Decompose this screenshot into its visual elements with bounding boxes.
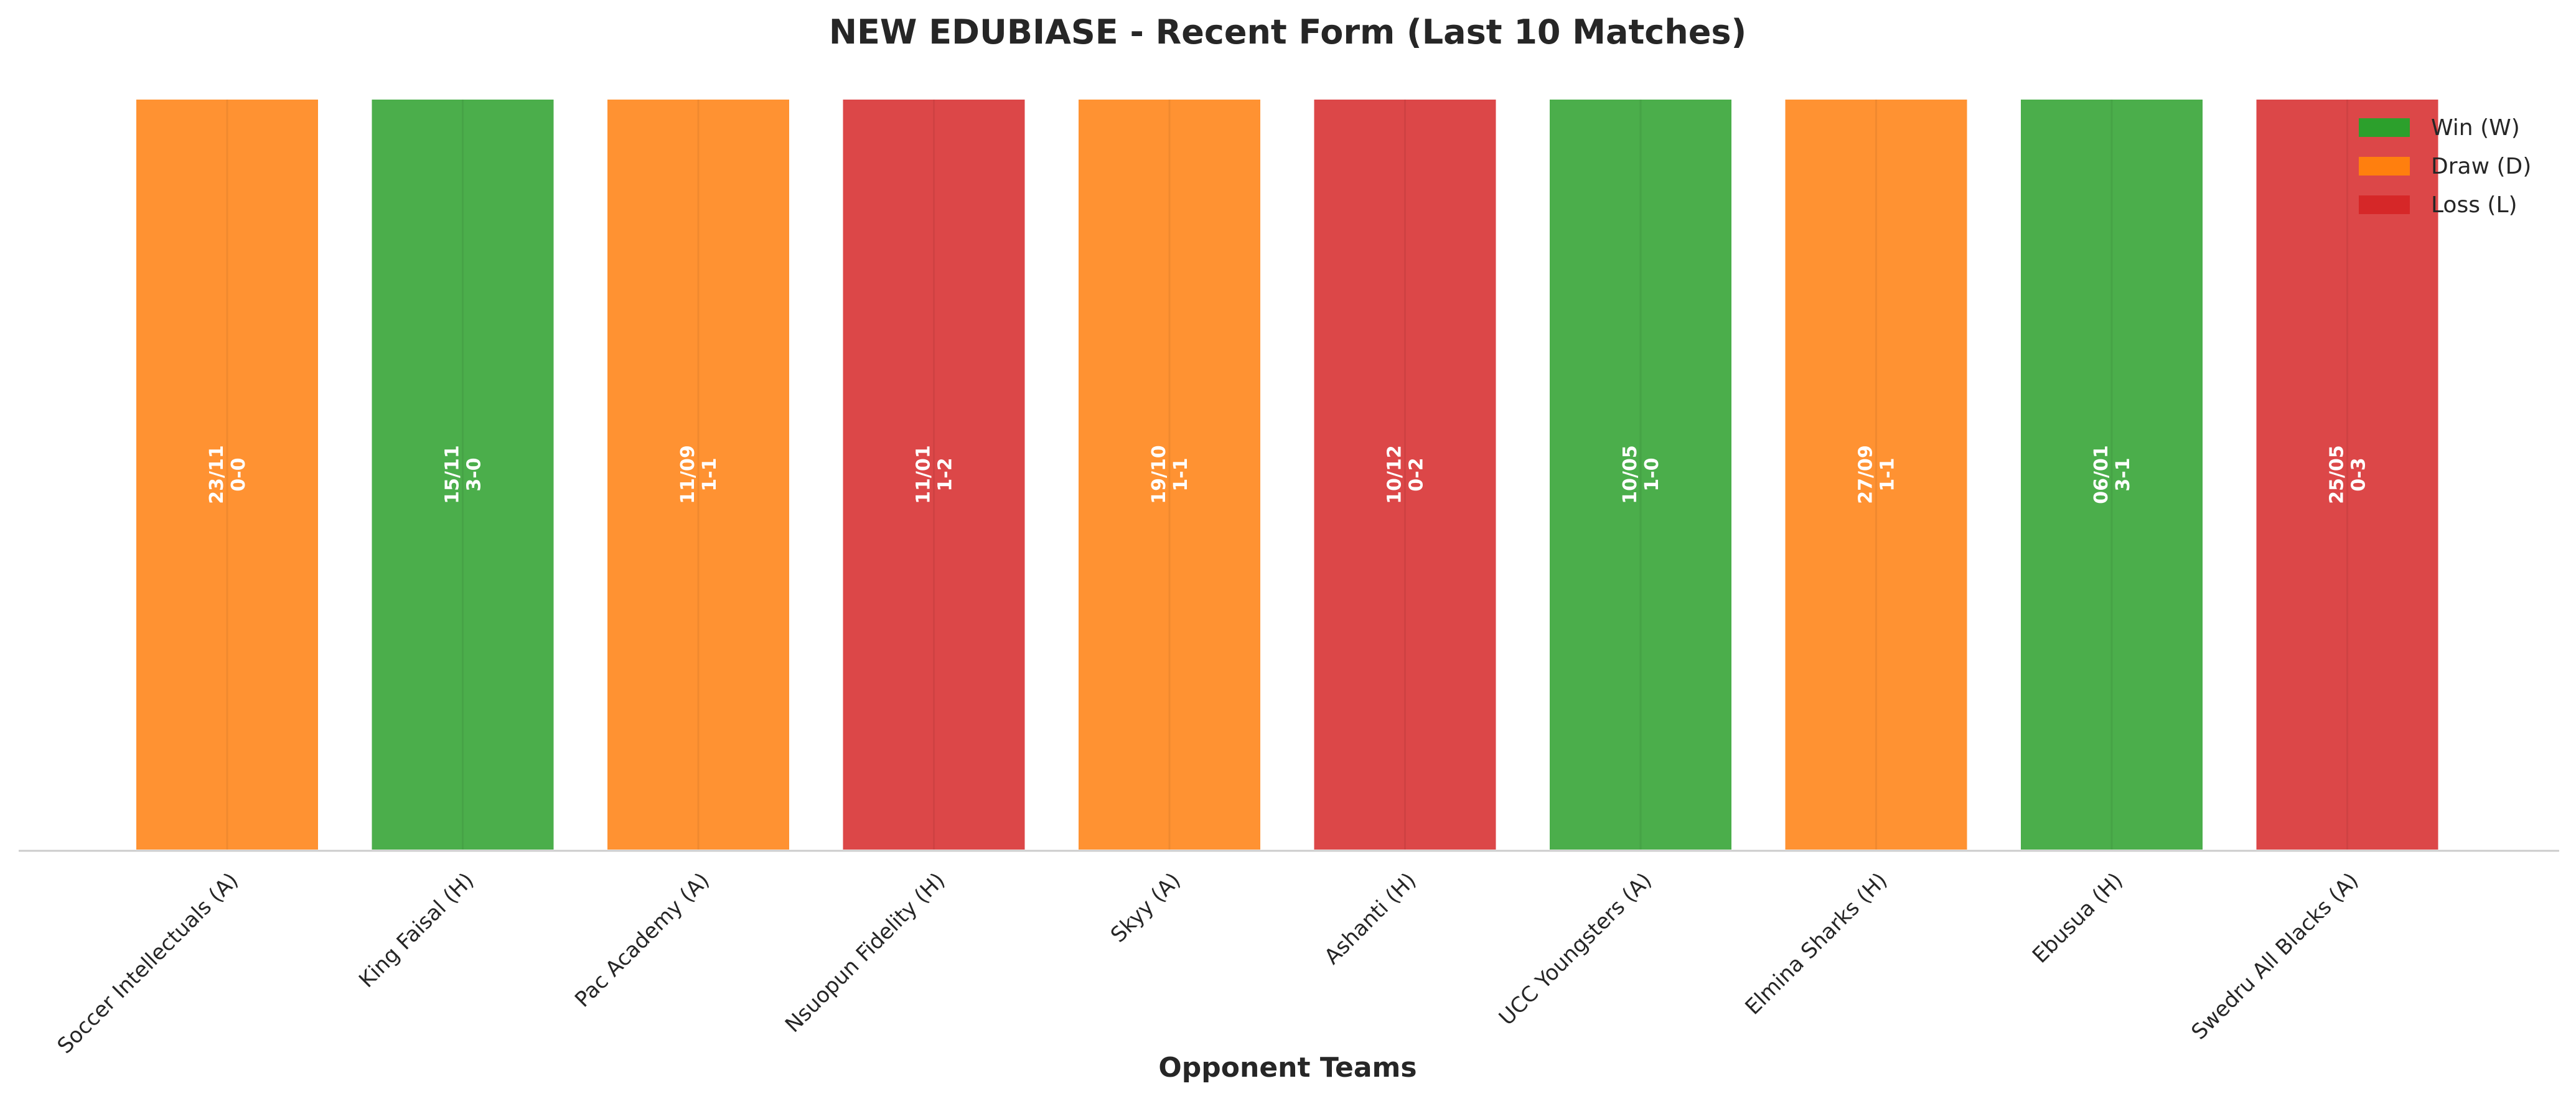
- bar-l: [1311, 97, 1499, 852]
- legend-item-w: Win (W): [2359, 115, 2520, 141]
- legend-label: Win (W): [2431, 115, 2520, 141]
- x-tick-label: Skyy (A): [1106, 868, 1186, 948]
- bar-group: 19/101-1: [1076, 97, 1263, 852]
- bar-group: 11/091-1: [605, 97, 792, 852]
- chart-title: NEW EDUBIASE - Recent Form (Last 10 Matc…: [829, 12, 1746, 52]
- bar-group: 10/051-0: [1547, 97, 1734, 852]
- bar-group: 27/091-1: [1782, 97, 1970, 852]
- match-score: 3-0: [464, 457, 485, 491]
- match-date: 19/10: [1148, 445, 1170, 504]
- legend-item-d: Draw (D): [2359, 154, 2531, 179]
- match-date: 25/05: [2326, 445, 2348, 504]
- legend-label: Loss (L): [2431, 192, 2517, 218]
- bar-data-label: 11/091-1: [677, 445, 721, 504]
- match-date: 27/09: [1855, 445, 1877, 504]
- match-date: 11/01: [913, 445, 935, 504]
- bar-data-label: 15/113-0: [442, 445, 485, 504]
- x-tick-label: UCC Youngsters (A): [1494, 868, 1657, 1031]
- bar-l: [2254, 97, 2441, 852]
- x-tick-label: Nsuopun Fidelity (H): [780, 868, 950, 1038]
- bar-l: [840, 97, 1028, 852]
- match-date: 11/09: [677, 445, 699, 504]
- match-score: 1-2: [935, 457, 957, 491]
- legend-swatch: [2359, 157, 2410, 176]
- bar-data-label: 10/051-0: [1619, 445, 1663, 504]
- x-tick-label: Elmina Sharks (H): [1740, 868, 1892, 1020]
- bar-group: 10/120-2: [1311, 97, 1499, 852]
- bar-group: 11/011-2: [840, 97, 1028, 852]
- match-date: 10/12: [1384, 445, 1406, 504]
- match-score: 1-0: [1641, 457, 1663, 491]
- match-date: 10/05: [1619, 445, 1641, 504]
- x-tick-label: Swedru All Blacks (A): [2187, 868, 2364, 1045]
- x-tick-labels: Soccer Intellectuals (A) King Faisal (H) P…: [53, 868, 2364, 1059]
- match-date: 06/01: [2091, 445, 2112, 504]
- bar-w: [1547, 97, 1734, 852]
- bar-data-label: 11/011-2: [913, 445, 957, 504]
- match-score: 3-1: [2112, 457, 2134, 491]
- match-score: 0-2: [1406, 457, 1428, 491]
- x-tick-label: Ebusua (H): [2028, 868, 2128, 968]
- bar-group: 15/113-0: [369, 97, 556, 852]
- bar-data-label: 19/101-1: [1148, 445, 1192, 504]
- bar-group: 25/050-3: [2254, 97, 2441, 852]
- bar-data-label: 23/110-0: [206, 445, 250, 504]
- match-score: 0-3: [2348, 457, 2370, 491]
- bar-w: [369, 97, 556, 852]
- legend-swatch: [2359, 118, 2410, 137]
- match-score: 1-1: [699, 457, 721, 491]
- x-axis-title: Opponent Teams: [1158, 1052, 1417, 1084]
- match-score: 1-1: [1877, 457, 1899, 491]
- bar-d: [1076, 97, 1263, 852]
- match-date: 15/11: [442, 445, 464, 504]
- bar-d: [134, 97, 321, 852]
- bar-data-label: 06/013-1: [2091, 445, 2134, 504]
- x-tick-label: Pac Academy (A): [570, 868, 714, 1013]
- legend-label: Draw (D): [2431, 154, 2531, 179]
- bar-data-label: 27/091-1: [1855, 445, 1899, 504]
- bar-group: 23/110-0: [134, 97, 321, 852]
- bar-data-label: 10/120-2: [1384, 445, 1428, 504]
- legend: Win (W) Draw (D) Loss (L): [2359, 115, 2531, 218]
- match-date: 23/11: [206, 445, 228, 504]
- bar-data-label: 25/050-3: [2326, 445, 2370, 504]
- x-tick-label: King Faisal (H): [354, 868, 479, 993]
- x-tick-label: Soccer Intellectuals (A): [53, 868, 243, 1059]
- bar-d: [605, 97, 792, 852]
- legend-item-l: Loss (L): [2359, 192, 2517, 218]
- match-score: 1-1: [1170, 457, 1192, 491]
- x-tick-label: Ashanti (H): [1319, 868, 1421, 970]
- bar-group: 06/013-1: [2018, 97, 2205, 852]
- legend-swatch: [2359, 195, 2410, 214]
- bars-layer: 23/110-0 15/113-0 11/091-1 11/011-2 19/101-1…: [134, 97, 2441, 852]
- match-score: 0-0: [228, 457, 250, 491]
